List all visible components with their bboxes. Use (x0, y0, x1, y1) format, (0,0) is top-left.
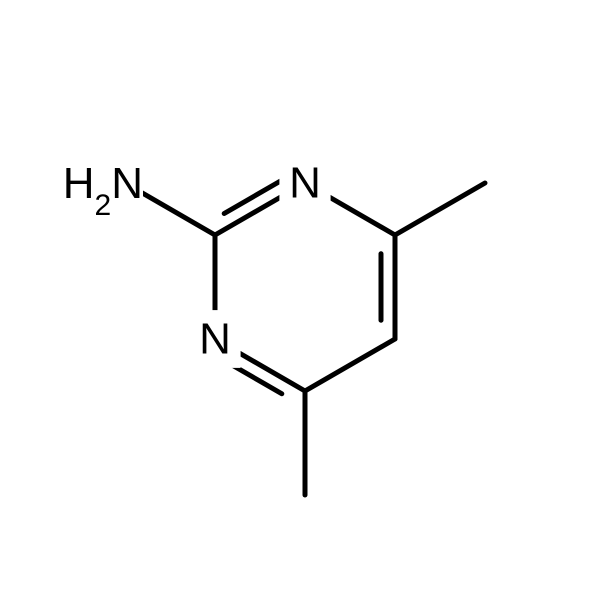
bonds-layer (125, 180, 485, 495)
atom-label-N1: N (289, 159, 321, 208)
bond-C5-C4 (305, 339, 395, 391)
molecule-diagram: NNH2N (0, 0, 600, 600)
bond-C6-Me6 (395, 183, 485, 235)
atom-label-N3: N (199, 315, 231, 364)
bond-C2-N1-inner (224, 180, 282, 213)
